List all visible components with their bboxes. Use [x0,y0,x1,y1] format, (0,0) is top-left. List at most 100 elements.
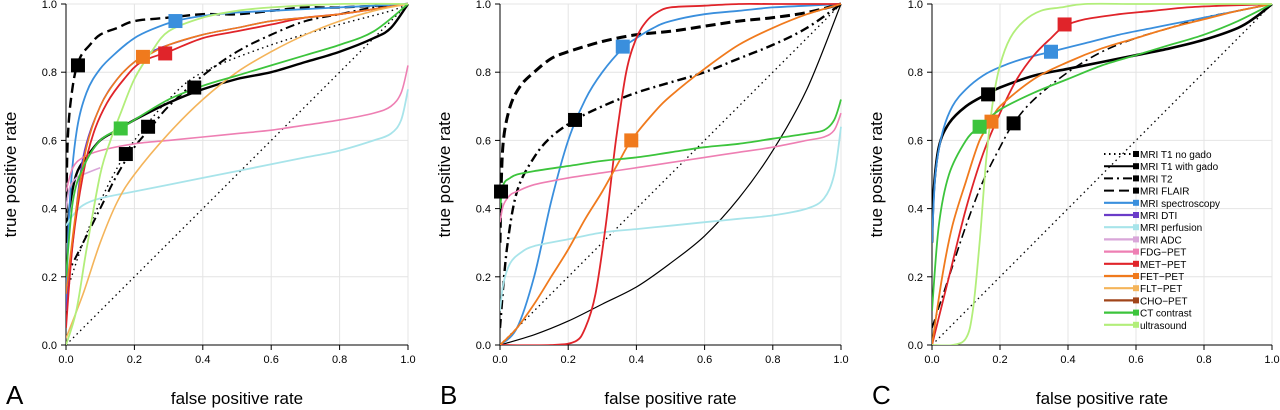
series-line-mri-spectroscopy [66,3,409,311]
y-tick-label: 0.0 [908,340,923,352]
legend-item: MRI FLAIR [1104,187,1189,198]
panel-letter: A [6,380,24,410]
y-tick-label: 0.2 [908,272,923,284]
series-line-mri-t2 [500,3,842,329]
legend-swatch-marker [1133,163,1139,170]
y-tick-label: 0.8 [42,67,57,79]
x-axis-title: false positive rate [171,389,303,408]
series-line-ct-contrast [500,99,842,209]
legend-item: CT contrast [1104,309,1192,320]
legend-swatch-marker [1133,273,1139,279]
x-tick-label: 0.0 [924,354,939,366]
legend-item: MRI perfusion [1104,223,1202,234]
legend-item: MRI T1 no gado [1104,150,1212,161]
x-tick-label: 0.2 [992,354,1007,366]
series-line-mri-t1-with-gado [932,2,1273,243]
chance-diagonal [65,3,409,346]
y-tick-label: 0.8 [476,67,491,79]
marker-mri-t1-with-gado [187,80,202,95]
y-axis-title: true positive rate [867,112,886,238]
marker-mri-flair [494,184,509,199]
legend-swatch-marker [1133,199,1139,206]
x-tick-label: 0.8 [765,354,780,366]
legend-label: MRI DTI [1140,211,1177,222]
series-line-ct-contrast [932,3,1273,311]
series-line-mri-t1-no-gado [66,3,409,295]
legend-label: MRI T1 no gado [1140,150,1212,161]
y-axis-title: true positive rate [1,112,20,238]
legend-swatch-marker [1133,321,1139,328]
marker-met-pet [1057,17,1072,32]
marker-fet-pet [984,114,999,129]
x-tick-label: 0.6 [697,354,712,366]
series-line-met-pet [932,3,1273,345]
series-line-mri-perfusion [66,89,409,227]
series-line-mri-dti [66,3,409,311]
x-tick-label: 0.4 [629,354,644,366]
legend-swatch-marker [1133,212,1139,218]
y-tick-label: 0.8 [908,67,923,79]
x-tick-label: 0.6 [1128,354,1143,366]
series-line-fet-pet [932,3,1273,345]
x-tick-label: 0.8 [1196,354,1211,366]
y-tick-label: 1.0 [476,0,491,11]
legend-swatch-marker [1133,285,1139,292]
x-tick-label: 0.8 [332,354,347,366]
y-tick-label: 0.4 [476,204,491,216]
panel-letter: B [440,380,457,410]
x-tick-label: 0.0 [492,354,507,366]
marker-mri-spectroscopy [1044,44,1058,59]
legend-swatch-marker [1133,151,1139,157]
series-line-mri-t1-with-gado [66,3,409,243]
legend-item: MRI DTI [1104,211,1177,222]
marker-ct-contrast [972,119,987,134]
legend-label: CHO−PET [1140,296,1188,307]
series-line-mri-flair [66,2,409,243]
legend-label: MRI T1 with gado [1140,162,1219,173]
legend-swatch-marker [1133,260,1139,267]
legend-item: ultrasound [1104,321,1187,332]
panel-b: 0.00.0 0.2 0.2 0.4 0.4 0.6 0.6 0.8 0.8 1.0 1.0 fals… [435,0,849,410]
x-tick-label: 0.2 [561,354,576,366]
legend-label: FDG−PET [1140,248,1186,259]
series-group [500,2,842,345]
x-tick-label: 0.2 [127,354,142,366]
series-line-mri-flair [500,2,842,243]
legend-label: MRI ADC [1140,235,1182,246]
y-tick-label: 0.4 [908,204,923,216]
legend-label: MRI perfusion [1140,223,1202,234]
panel-c: 0.00.0 0.2 0.2 0.4 0.4 0.6 0.6 0.8 0.8 1.0 1.0 fals… [867,0,1280,410]
y-tick-label: 0.0 [42,340,57,352]
panel-letter: C [872,380,891,410]
series-group [66,2,409,345]
legend-label: MRI spectroscopy [1140,199,1220,210]
series-line-ultrasound [932,2,1272,345]
y-axis-title: true positive rate [435,112,454,238]
series-line-mri-t2 [932,3,1273,329]
series-line-mri-spectroscopy [932,3,1273,243]
y-tick-label: 0.2 [42,272,57,284]
y-tick-label: 1.0 [42,0,57,11]
legend-item: MRI ADC [1104,235,1182,246]
chance-diagonal [931,3,1273,346]
series-line-ct-contrast [66,3,409,277]
chance-diagonal [499,3,842,346]
marker-mri-t2 [568,112,583,127]
series-line-flt-pet [66,3,409,339]
y-tick-label: 0.4 [42,204,57,216]
marker-met-pet [158,46,173,61]
legend-label: MET−PET [1140,260,1186,271]
legend-item: MRI T2 [1104,174,1173,185]
marker-mri-spectroscopy [615,39,630,54]
legend-item: FLT−PET [1104,284,1182,295]
series-line-mri-t1-with-gado [500,3,842,345]
legend-label: CT contrast [1140,309,1192,320]
marker-mri-flair [70,58,85,73]
marker-mri-t1-no-gado [118,147,133,162]
y-tick-label: 0.6 [908,135,923,147]
marker-mri-t2 [1006,116,1021,131]
y-tick-label: 0.6 [476,135,491,147]
legend-item: MET−PET [1104,260,1186,271]
legend-swatch-marker [1133,297,1139,304]
marker-fet-pet [135,49,150,64]
